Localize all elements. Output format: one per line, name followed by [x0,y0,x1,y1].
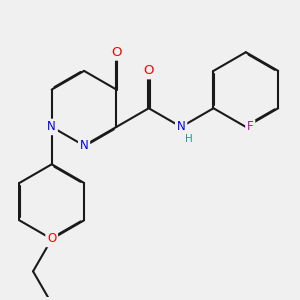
Text: N: N [47,120,56,134]
Text: O: O [47,232,56,245]
Text: N: N [177,120,185,134]
Text: H: H [185,134,193,144]
Text: F: F [247,120,253,134]
Text: N: N [80,139,88,152]
Text: O: O [143,64,154,77]
Text: O: O [111,46,122,59]
